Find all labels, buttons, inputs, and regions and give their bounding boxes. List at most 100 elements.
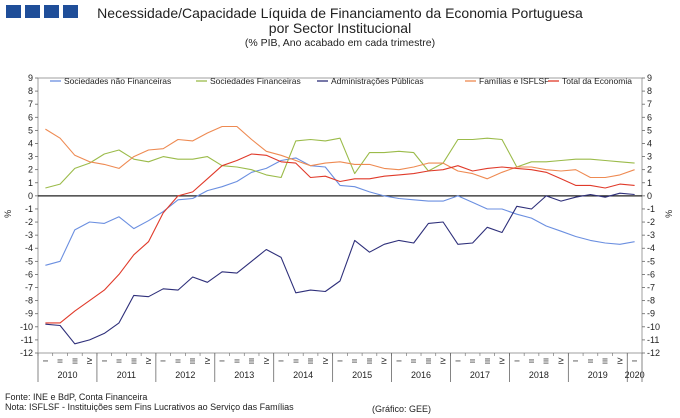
chart-subtitle: (% PIB, Ano acabado em cada trimestre) bbox=[244, 37, 436, 49]
x-year-label: 2012 bbox=[175, 370, 195, 380]
x-year-label: 2010 bbox=[57, 370, 77, 380]
y-tick-label-right: 3 bbox=[647, 152, 652, 162]
legend-label: Famílias e ISFLSF bbox=[479, 76, 549, 86]
x-quarter-label: III bbox=[247, 358, 256, 364]
x-quarter-label: III bbox=[601, 358, 610, 364]
x-quarter-label: II bbox=[468, 359, 477, 363]
x-quarter-label: I bbox=[218, 360, 227, 362]
y-tick-label-right: -7 bbox=[647, 283, 655, 293]
y-tick-label-right: -11 bbox=[647, 335, 659, 345]
abbreviation-note: Nota: ISFLSF - Instituições sem Fins Luc… bbox=[5, 402, 294, 412]
x-quarter-label: IV bbox=[203, 357, 212, 364]
y-axis-label-right: % bbox=[664, 210, 674, 218]
y-tick-label-left: -11 bbox=[21, 335, 33, 345]
x-quarter-label: III bbox=[70, 358, 79, 364]
logo-square bbox=[25, 5, 40, 18]
x-quarter-label: III bbox=[306, 358, 315, 364]
y-tick-label-right: -1 bbox=[647, 204, 655, 214]
x-quarter-label: II bbox=[409, 359, 418, 363]
x-quarter-label: IV bbox=[556, 357, 565, 364]
y-tick-label-right: 1 bbox=[647, 178, 652, 188]
x-quarter-label: II bbox=[350, 359, 359, 363]
y-tick-label-left: 2 bbox=[28, 165, 33, 175]
y-tick-label-right: 7 bbox=[647, 99, 652, 109]
x-year-label: 2015 bbox=[352, 370, 372, 380]
y-tick-label-right: -3 bbox=[647, 230, 655, 240]
x-year-label: 2011 bbox=[117, 370, 136, 380]
logo-square bbox=[6, 5, 21, 18]
x-quarter-label: IV bbox=[615, 357, 624, 364]
x-quarter-label: I bbox=[277, 360, 286, 362]
x-quarter-label: III bbox=[129, 358, 138, 364]
y-tick-label-left: -10 bbox=[20, 322, 33, 332]
y-tick-label-left: 7 bbox=[28, 99, 33, 109]
y-tick-label-left: 0 bbox=[28, 191, 33, 201]
x-year-label: 2016 bbox=[411, 370, 431, 380]
x-quarter-label: III bbox=[365, 358, 374, 364]
x-quarter-label: II bbox=[232, 359, 241, 363]
series-line-4 bbox=[45, 153, 635, 324]
x-quarter-label: I bbox=[630, 360, 639, 362]
plot-frame bbox=[37, 77, 643, 354]
y-tick-label-left: -4 bbox=[25, 243, 33, 253]
legend-label: Sociedades não Financeiras bbox=[64, 76, 171, 86]
y-tick-label-left: -5 bbox=[25, 256, 33, 266]
y-tick-label-right: -6 bbox=[647, 269, 655, 279]
y-tick-label-right: -5 bbox=[647, 256, 655, 266]
y-tick-label-left: -1 bbox=[25, 204, 33, 214]
y-tick-label-right: -12 bbox=[647, 348, 660, 358]
x-year-label: 2018 bbox=[529, 370, 549, 380]
y-tick-label-left: -12 bbox=[20, 348, 33, 358]
y-tick-label-right: 8 bbox=[647, 86, 652, 96]
logo-square bbox=[63, 5, 78, 18]
y-tick-label-right: -8 bbox=[647, 296, 655, 306]
series-line-1 bbox=[45, 137, 635, 189]
x-quarter-label: IV bbox=[380, 357, 389, 364]
y-tick-label-left: -3 bbox=[25, 230, 33, 240]
x-quarter-label: I bbox=[571, 360, 580, 362]
legend-label: Sociedades Financeiras bbox=[210, 76, 301, 86]
x-quarter-label: IV bbox=[498, 357, 507, 364]
y-tick-label-left: 1 bbox=[28, 178, 33, 188]
y-tick-label-left: 9 bbox=[28, 73, 33, 83]
y-tick-label-left: -6 bbox=[25, 269, 33, 279]
x-quarter-label: IV bbox=[439, 357, 448, 364]
chart-title-block: Necessidade/Capacidade Líquida de Financ… bbox=[0, 5, 680, 50]
y-tick-label-right: -9 bbox=[647, 309, 655, 319]
x-quarter-label: I bbox=[100, 360, 109, 362]
x-quarter-label: III bbox=[188, 358, 197, 364]
chart-title: Necessidade/Capacidade Líquida de Financ… bbox=[97, 5, 583, 21]
y-tick-label-left: 6 bbox=[28, 112, 33, 122]
x-quarter-label: I bbox=[336, 360, 345, 362]
y-tick-label-right: 5 bbox=[647, 125, 652, 135]
footer-notes: Fonte: INE e BdP, Conta Financeira Nota:… bbox=[5, 392, 294, 412]
y-tick-label-right: 9 bbox=[647, 73, 652, 83]
chart-title-line2: por Sector Institucional bbox=[268, 20, 412, 36]
x-quarter-label: IV bbox=[144, 357, 153, 364]
y-tick-label-left: -7 bbox=[25, 283, 33, 293]
x-quarter-label: I bbox=[512, 360, 521, 362]
series-line-3 bbox=[45, 125, 635, 180]
x-quarter-label: IV bbox=[262, 357, 271, 364]
x-quarter-label: I bbox=[159, 360, 168, 362]
y-tick-label-right: 6 bbox=[647, 112, 652, 122]
y-tick-label-right: 0 bbox=[647, 191, 652, 201]
y-tick-label-right: -10 bbox=[647, 322, 660, 332]
x-quarter-label: II bbox=[291, 359, 300, 363]
y-axis-label-left: % bbox=[3, 210, 13, 218]
y-tick-label-left: 3 bbox=[28, 152, 33, 162]
series-line-0 bbox=[45, 157, 635, 266]
x-quarter-label: IV bbox=[85, 357, 94, 364]
source-note: Fonte: INE e BdP, Conta Financeira bbox=[5, 392, 148, 402]
x-quarter-label: III bbox=[424, 358, 433, 364]
x-quarter-label: IV bbox=[321, 357, 330, 364]
x-quarter-label: II bbox=[56, 359, 65, 363]
y-tick-label-right: -4 bbox=[647, 243, 655, 253]
y-tick-label-left: -8 bbox=[25, 296, 33, 306]
x-quarter-label: II bbox=[586, 359, 595, 363]
x-quarter-label: III bbox=[483, 358, 492, 364]
y-tick-label-right: 4 bbox=[647, 138, 652, 148]
x-quarter-label: II bbox=[173, 359, 182, 363]
y-tick-label-right: 2 bbox=[647, 165, 652, 175]
chart-credit: (Gráfico: GEE) bbox=[372, 404, 432, 414]
